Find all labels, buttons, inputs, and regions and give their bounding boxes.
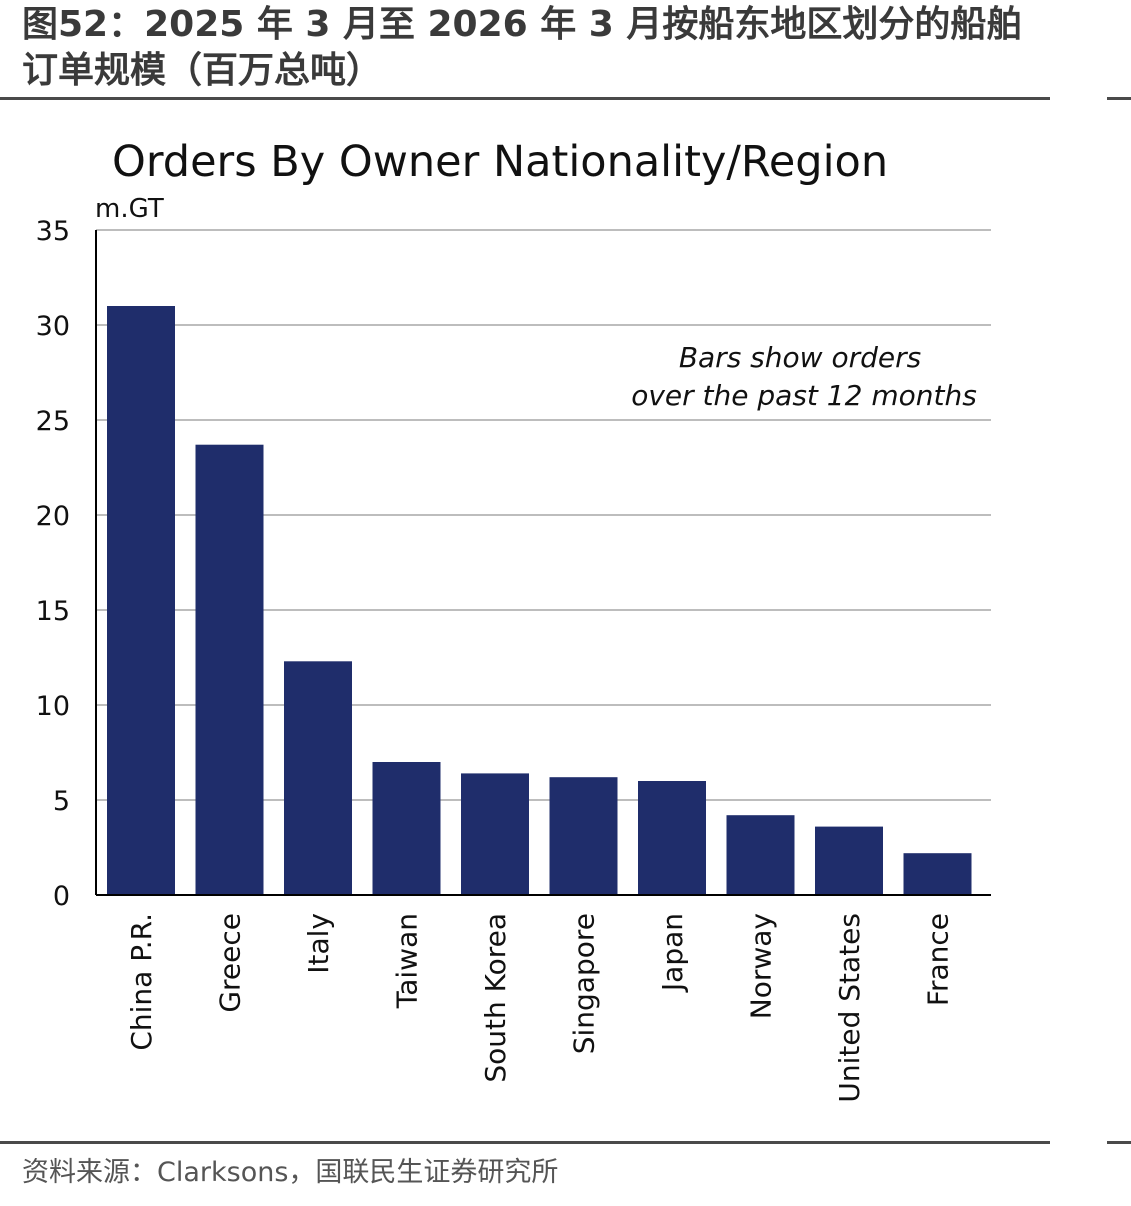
y-tick-label: 0	[53, 881, 70, 912]
bar-italy	[284, 661, 352, 895]
x-tick-label: Singapore	[568, 913, 601, 1054]
y-tick-label: 20	[36, 501, 70, 532]
x-tick-label: Taiwan	[391, 913, 424, 1009]
y-tick-label: 25	[36, 406, 70, 437]
bar-singapore	[549, 777, 618, 895]
bar-united-states	[815, 826, 883, 895]
x-tick-label: South Korea	[479, 913, 512, 1083]
x-tick-labels: China P.R. Greece Italy Taiwan South Korea Si…	[125, 913, 955, 1103]
x-tick-label: United States	[833, 913, 866, 1103]
chart-title: Orders By Owner Nationality/Region	[112, 137, 888, 187]
x-tick-label: France	[922, 913, 955, 1006]
bottom-divider-right	[1107, 1141, 1131, 1144]
annotation-line-2: over the past 12 months	[631, 379, 977, 412]
x-tick-label: Greece	[214, 913, 247, 1013]
x-tick-label: Japan	[656, 913, 689, 993]
figure-title: 图52：2025 年 3 月至 2026 年 3 月按船东地区划分的船舶订单规模…	[22, 4, 1023, 91]
bar-taiwan	[372, 762, 441, 895]
y-tick-labels: 0 5 10 15 20 25 30 35	[36, 216, 70, 912]
gridlines	[96, 229, 991, 801]
bar-south-korea	[461, 773, 529, 895]
bar-japan	[638, 781, 706, 895]
bars	[107, 306, 972, 895]
top-divider	[0, 97, 1050, 100]
y-tick-label: 30	[36, 311, 70, 342]
bar-norway	[726, 815, 795, 895]
source-note: 资料来源：Clarksons，国联民生证券研究所	[22, 1157, 559, 1188]
bar-chart: Orders By Owner Nationality/Region m.GT …	[36, 137, 991, 1103]
x-tick-label: China P.R.	[125, 913, 158, 1051]
y-axis-unit-label: m.GT	[95, 194, 164, 224]
top-divider-right	[1107, 97, 1131, 100]
bottom-divider	[0, 1141, 1050, 1144]
annotation-line-1: Bars show orders	[679, 341, 921, 374]
y-tick-label: 35	[36, 216, 70, 247]
y-tick-label: 10	[36, 691, 70, 722]
x-tick-label: Italy	[302, 913, 335, 974]
bar-greece	[195, 444, 264, 895]
axes	[95, 230, 991, 896]
x-tick-label: Norway	[745, 913, 778, 1019]
y-tick-label: 15	[36, 596, 70, 627]
y-tick-label: 5	[53, 786, 70, 817]
bar-france	[903, 853, 972, 895]
bar-china-p-r	[107, 306, 175, 895]
